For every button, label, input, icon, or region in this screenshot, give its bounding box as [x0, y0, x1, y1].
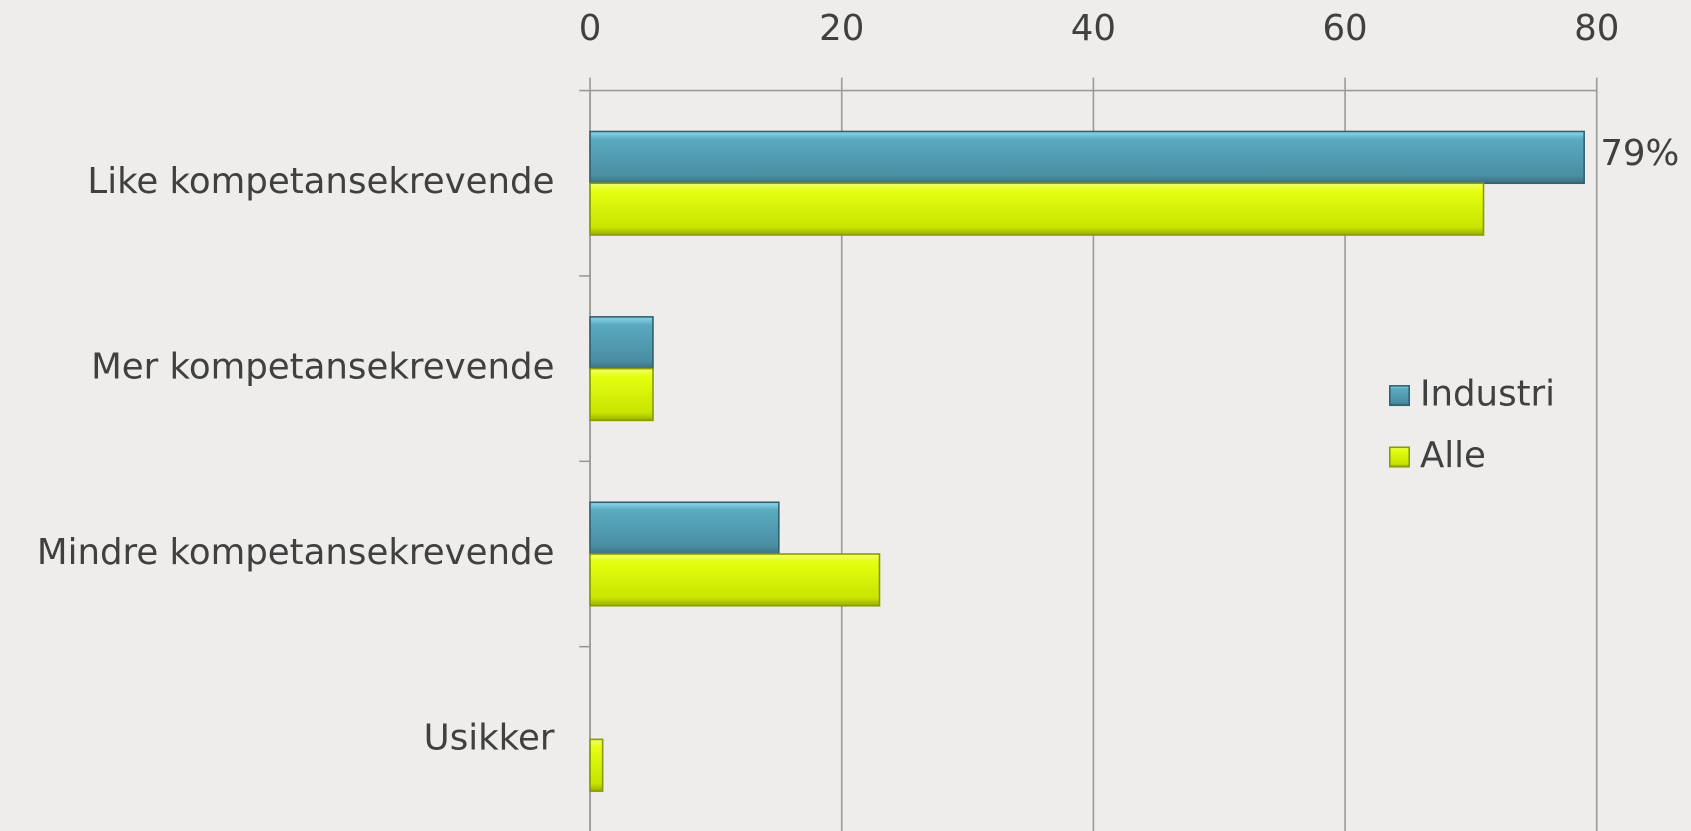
- legend-label: Industri: [1420, 374, 1555, 415]
- y-tick-label: Like kompetansekrevende: [87, 161, 554, 202]
- bar: [589, 367, 654, 422]
- legend-label: Alle: [1420, 435, 1486, 476]
- y-tick-label: Mindre kompetansekrevende: [37, 532, 555, 573]
- bar: [589, 553, 881, 607]
- bar: [589, 316, 654, 370]
- bar: [589, 182, 1485, 236]
- legend-swatch: [1388, 385, 1411, 407]
- x-tick-label: 20: [819, 8, 864, 49]
- bar: [589, 738, 604, 792]
- bar: [589, 501, 780, 555]
- x-tick-label: 0: [579, 8, 602, 49]
- x-tick-label: 60: [1322, 8, 1367, 49]
- x-tick-label: 40: [1071, 8, 1116, 49]
- bar: [589, 130, 1585, 185]
- x-tick-label: 80: [1574, 8, 1619, 49]
- legend-swatch: [1388, 446, 1411, 468]
- y-tick-label: Usikker: [424, 717, 555, 758]
- y-tick-label: Mer kompetansekrevende: [91, 347, 554, 388]
- data-label: 79%: [1600, 133, 1679, 174]
